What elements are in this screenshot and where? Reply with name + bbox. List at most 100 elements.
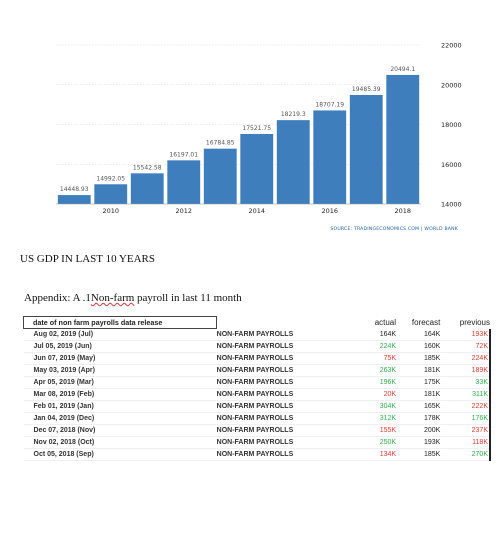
- row-forecast: 160K: [396, 340, 441, 353]
- bar: [276, 120, 310, 204]
- row-indicator: NON-FARM PAYROLLS: [216, 412, 352, 425]
- row-forecast: 200K: [396, 424, 441, 437]
- header-forecast: forecast: [411, 318, 441, 327]
- row-actual: 20K: [351, 388, 397, 401]
- row-indicator: NON-FARM PAYROLLS: [216, 436, 352, 449]
- y-tick-label: 22000: [441, 42, 462, 50]
- row-previous: 72K: [440, 340, 491, 353]
- header-actual: actual: [374, 318, 397, 327]
- row-actual: 155K: [351, 424, 397, 437]
- table-header-row: date of non farm payrolls data release a…: [22, 316, 490, 329]
- bar-value-label: 20494.1: [390, 66, 415, 73]
- bar: [240, 134, 274, 204]
- row-previous: 33K: [440, 376, 491, 389]
- row-forecast: 164K: [396, 328, 441, 341]
- row-forecast: 185K: [396, 352, 441, 365]
- bar-value-label: 18707.19: [315, 101, 344, 108]
- row-indicator: NON-FARM PAYROLLS: [216, 424, 352, 437]
- bar: [94, 184, 128, 204]
- row-previous: 222K: [440, 400, 491, 413]
- row-actual: 250K: [351, 436, 397, 449]
- row-actual: 224K: [351, 340, 397, 353]
- bar: [203, 148, 237, 204]
- row-forecast: 175K: [396, 376, 441, 389]
- chart-caption: US GDP IN LAST 10 YEARS: [20, 253, 155, 265]
- table-row: Jun 07, 2019 (May) NON-FARM PAYROLLS 75K 18…: [23, 352, 491, 365]
- row-indicator: NON-FARM PAYROLLS: [216, 400, 352, 413]
- y-tick-label: 18000: [441, 121, 462, 129]
- header-name: [217, 317, 352, 329]
- x-tick-label: 2016: [321, 207, 338, 215]
- row-indicator: NON-FARM PAYROLLS: [216, 388, 352, 401]
- row-indicator: NON-FARM PAYROLLS: [216, 376, 352, 389]
- table-row: Apr 05, 2019 (Mar) NON-FARM PAYROLLS 196K 1…: [23, 376, 491, 389]
- table-row: Jul 05, 2019 (Jun) NON-FARM PAYROLLS 224K 1…: [23, 340, 491, 353]
- row-date: Aug 02, 2019 (Jul): [23, 328, 217, 341]
- table-row: May 03, 2019 (Apr) NON-FARM PAYROLLS 263K 1…: [23, 364, 491, 377]
- table-row: Feb 01, 2019 (Jan) NON-FARM PAYROLLS 304K 1…: [23, 400, 491, 413]
- header-date: date of non farm payrolls data release: [22, 316, 218, 329]
- row-date: Mar 08, 2019 (Feb): [23, 388, 217, 401]
- row-actual: 263K: [351, 364, 397, 377]
- bar-value-label: 15542.58: [133, 164, 162, 171]
- chart-source: SOURCE: TRADINGECONOMICS.COM | WORLD BAN…: [330, 226, 458, 232]
- row-actual: 196K: [351, 376, 397, 389]
- row-actual: 304K: [351, 400, 397, 413]
- bar-value-label: 18219.3: [281, 111, 306, 118]
- row-previous: 270K: [440, 448, 491, 461]
- row-previous: 224K: [440, 352, 491, 365]
- row-forecast: 185K: [396, 448, 441, 461]
- bar-value-label: 14448.93: [60, 186, 89, 193]
- row-forecast: 178K: [396, 412, 441, 425]
- bar: [167, 160, 201, 204]
- payroll-table: date of non farm payrolls data release a…: [22, 316, 491, 461]
- row-previous: 311K: [440, 388, 491, 401]
- row-forecast: 181K: [396, 364, 441, 377]
- table-row: Nov 02, 2018 (Oct) NON-FARM PAYROLLS 250K 1…: [23, 436, 491, 449]
- header-previous: previous: [459, 318, 490, 327]
- row-date: May 03, 2019 (Apr): [23, 364, 217, 377]
- row-forecast: 181K: [396, 388, 441, 401]
- row-date: Oct 05, 2018 (Sep): [23, 448, 217, 461]
- y-tick-label: 14000: [441, 201, 462, 209]
- row-indicator: NON-FARM PAYROLLS: [216, 328, 352, 341]
- bar-value-label: 14992.05: [96, 175, 125, 182]
- row-date: Nov 02, 2018 (Oct): [23, 436, 217, 449]
- row-date: Jul 05, 2019 (Jun): [23, 340, 217, 353]
- row-previous: 118K: [440, 436, 491, 449]
- row-date: Feb 01, 2019 (Jan): [23, 400, 217, 413]
- row-actual: 164K: [351, 328, 397, 341]
- bar: [57, 195, 91, 204]
- row-date: Apr 05, 2019 (Mar): [23, 376, 217, 389]
- bar: [386, 74, 420, 204]
- row-date: Jun 07, 2019 (May): [23, 352, 217, 365]
- x-tick-label: 2014: [248, 207, 265, 215]
- appendix-suffix: payroll in last 11 month: [134, 292, 242, 304]
- appendix-prefix: Appendix: A .1: [24, 292, 91, 304]
- row-previous: 176K: [440, 412, 491, 425]
- bar-value-label: 16197.01: [169, 151, 198, 158]
- row-forecast: 165K: [396, 400, 441, 413]
- row-actual: 75K: [351, 352, 397, 365]
- row-previous: 193K: [440, 328, 491, 341]
- table-row: Oct 05, 2018 (Sep) NON-FARM PAYROLLS 134K 1…: [23, 448, 491, 461]
- table-row: Aug 02, 2019 (Jul) NON-FARM PAYROLLS 164K 1…: [23, 328, 491, 341]
- x-tick-label: 2012: [175, 207, 192, 215]
- row-forecast: 193K: [396, 436, 441, 449]
- row-previous: 189K: [440, 364, 491, 377]
- row-date: Dec 07, 2018 (Nov): [23, 424, 217, 437]
- y-tick-label: 20000: [441, 81, 462, 89]
- bar-value-label: 19485.39: [352, 86, 381, 93]
- table-row: Dec 07, 2018 (Nov) NON-FARM PAYROLLS 155K 2…: [23, 424, 491, 437]
- appendix-flagged-word: Non-farm: [90, 292, 135, 304]
- x-tick-label: 2010: [102, 207, 119, 215]
- bar: [349, 94, 383, 204]
- row-actual: 134K: [351, 448, 397, 461]
- y-tick-label: 16000: [441, 161, 462, 169]
- row-date: Jan 04, 2019 (Dec): [23, 412, 217, 425]
- table-row: Jan 04, 2019 (Dec) NON-FARM PAYROLLS 312K 1…: [23, 412, 491, 425]
- gdp-chart-svg: 14000 16000 18000 20000 22000 14448.93 14992.0…: [56, 42, 462, 232]
- row-previous: 237K: [440, 424, 491, 437]
- bar-value-label: 16784.85: [206, 140, 235, 147]
- row-indicator: NON-FARM PAYROLLS: [216, 364, 352, 377]
